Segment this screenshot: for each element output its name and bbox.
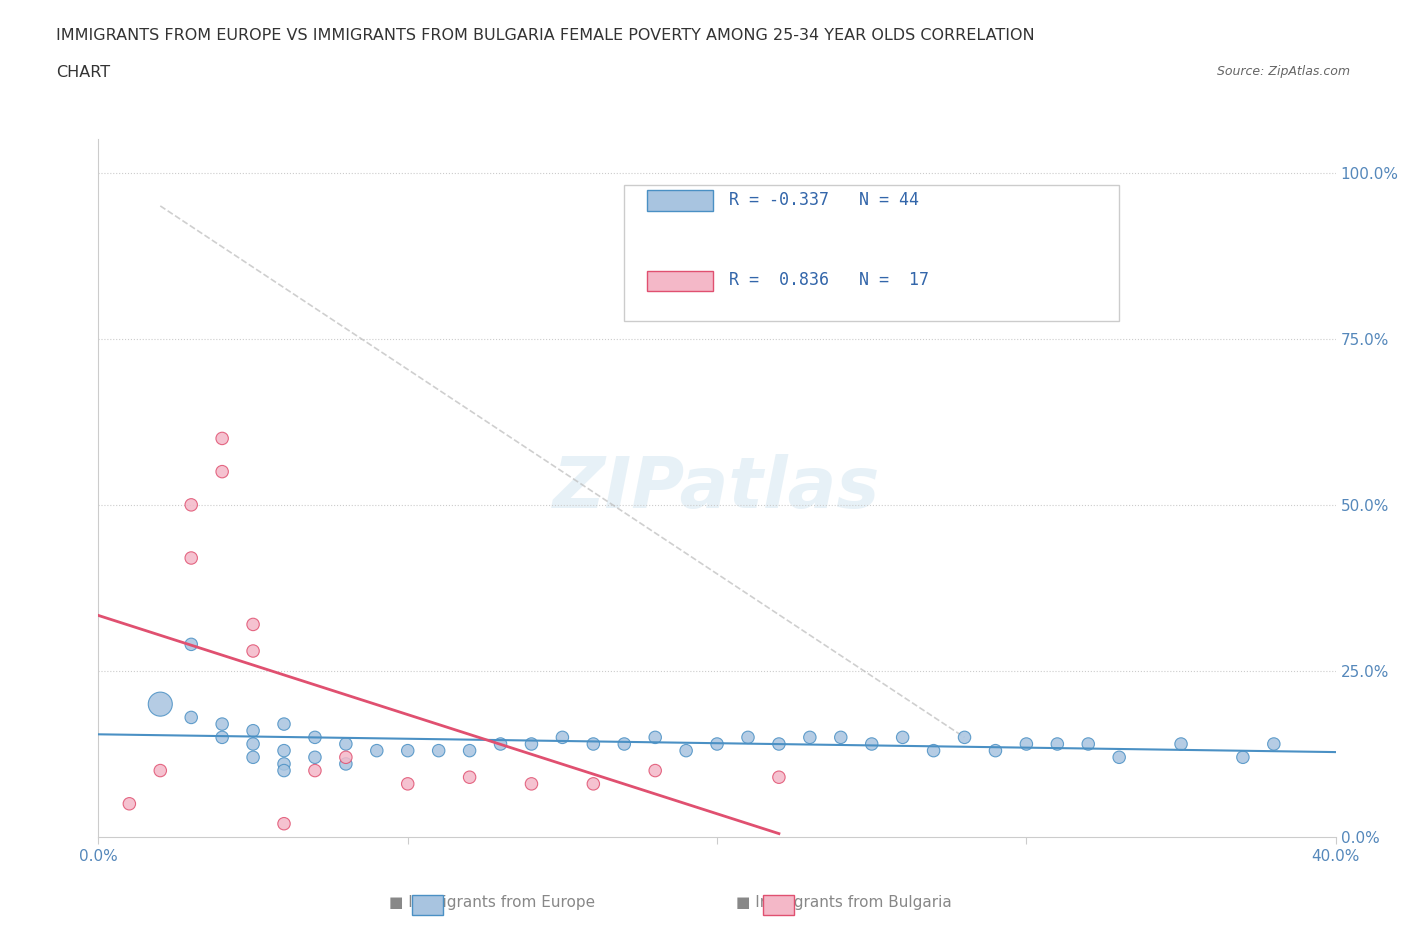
Point bbox=[180, 551, 202, 565]
Point bbox=[335, 756, 357, 771]
Point bbox=[1170, 737, 1192, 751]
Point bbox=[396, 743, 419, 758]
Point bbox=[737, 730, 759, 745]
Point bbox=[984, 743, 1007, 758]
Point bbox=[273, 764, 295, 778]
Point bbox=[675, 743, 697, 758]
Point bbox=[396, 777, 419, 791]
Point bbox=[118, 796, 141, 811]
Text: Source: ZipAtlas.com: Source: ZipAtlas.com bbox=[1216, 65, 1350, 78]
FancyBboxPatch shape bbox=[647, 191, 713, 211]
Point bbox=[706, 737, 728, 751]
FancyBboxPatch shape bbox=[624, 185, 1119, 321]
Point bbox=[273, 756, 295, 771]
Text: CHART: CHART bbox=[56, 65, 110, 80]
Point bbox=[273, 817, 295, 831]
Point bbox=[1232, 750, 1254, 764]
Point bbox=[304, 764, 326, 778]
Point bbox=[520, 737, 543, 751]
Point bbox=[304, 750, 326, 764]
Point bbox=[860, 737, 883, 751]
Point bbox=[582, 737, 605, 751]
Point bbox=[582, 777, 605, 791]
Point bbox=[273, 743, 295, 758]
Point bbox=[551, 730, 574, 745]
Point bbox=[242, 724, 264, 738]
Text: R = -0.337   N = 44: R = -0.337 N = 44 bbox=[730, 192, 920, 209]
Point bbox=[830, 730, 852, 745]
Point bbox=[335, 750, 357, 764]
Point bbox=[149, 697, 172, 711]
Point bbox=[242, 617, 264, 631]
Point bbox=[768, 737, 790, 751]
Point bbox=[335, 737, 357, 751]
Point bbox=[211, 464, 233, 479]
Point bbox=[1108, 750, 1130, 764]
FancyBboxPatch shape bbox=[647, 271, 713, 291]
Point bbox=[489, 737, 512, 751]
Point bbox=[242, 737, 264, 751]
Point bbox=[1077, 737, 1099, 751]
Point bbox=[366, 743, 388, 758]
Point bbox=[520, 777, 543, 791]
Point bbox=[1046, 737, 1069, 751]
Text: IMMIGRANTS FROM EUROPE VS IMMIGRANTS FROM BULGARIA FEMALE POVERTY AMONG 25-34 YE: IMMIGRANTS FROM EUROPE VS IMMIGRANTS FRO… bbox=[56, 28, 1035, 43]
Point bbox=[149, 764, 172, 778]
Point bbox=[180, 498, 202, 512]
Point bbox=[242, 750, 264, 764]
Point bbox=[953, 730, 976, 745]
Text: ■ Immigrants from Bulgaria: ■ Immigrants from Bulgaria bbox=[735, 895, 952, 910]
Point bbox=[273, 717, 295, 732]
Text: ZIPatlas: ZIPatlas bbox=[554, 454, 880, 523]
Point bbox=[891, 730, 914, 745]
Point bbox=[1015, 737, 1038, 751]
Point bbox=[768, 770, 790, 785]
Point bbox=[211, 730, 233, 745]
Point bbox=[644, 730, 666, 745]
Point bbox=[922, 743, 945, 758]
Point bbox=[180, 637, 202, 652]
Point bbox=[613, 737, 636, 751]
Point bbox=[304, 730, 326, 745]
Point bbox=[180, 710, 202, 724]
Point bbox=[211, 717, 233, 732]
Text: R =  0.836   N =  17: R = 0.836 N = 17 bbox=[730, 272, 929, 289]
Point bbox=[427, 743, 450, 758]
Point bbox=[458, 743, 481, 758]
Point bbox=[799, 730, 821, 745]
Point bbox=[458, 770, 481, 785]
Point bbox=[644, 764, 666, 778]
Text: ■ Immigrants from Europe: ■ Immigrants from Europe bbox=[389, 895, 595, 910]
Point bbox=[242, 644, 264, 658]
Point bbox=[1263, 737, 1285, 751]
Point bbox=[211, 431, 233, 445]
